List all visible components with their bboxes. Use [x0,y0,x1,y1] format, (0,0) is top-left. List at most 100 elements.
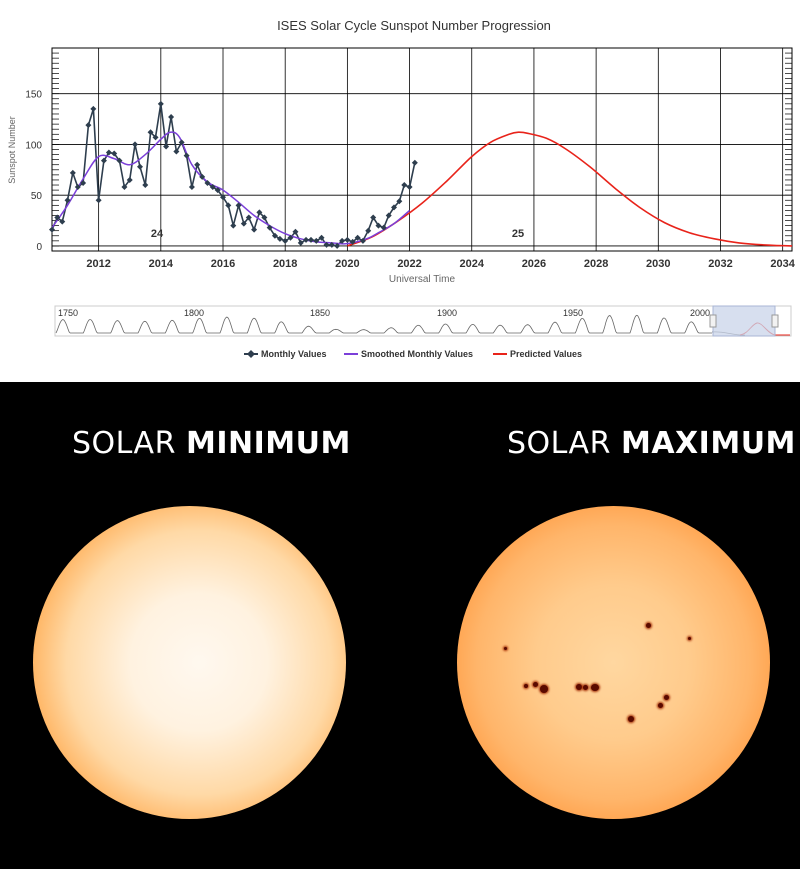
x-axis-label: Universal Time [389,274,456,285]
monthly-point [95,197,102,204]
monthly-point [209,184,216,191]
monthly-point [344,236,351,243]
y-tick-label: 50 [31,191,43,202]
navigator-label: 2000 [690,308,710,318]
legend-label-predicted: Predicted Values [510,349,582,359]
navigator-label: 1800 [184,308,204,318]
monthly-point [225,202,232,209]
monthly-point [282,237,289,244]
navigator-label: 1900 [437,308,457,318]
monthly-point [271,232,278,239]
chart-area: ISES Solar Cycle Sunspot Number Progress… [0,0,800,382]
monthly-point [74,184,81,191]
sunspot [591,684,599,691]
monthly-point [261,214,268,221]
sunspot [576,684,582,690]
x-tick-label: 2014 [149,258,174,270]
monthly-point [111,150,118,157]
legend-label-smoothed: Smoothed Monthly Values [361,349,473,359]
sunspot-chart: ISES Solar Cycle Sunspot Number Progress… [7,18,796,359]
monthly-point [85,122,92,129]
sunspot [524,684,528,688]
sunspot [646,623,651,628]
monthly-point [391,204,398,211]
monthly-point [121,184,128,191]
monthly-point [132,141,139,148]
x-tick-label: 2028 [584,258,608,270]
monthly-point [147,129,154,136]
x-tick-label: 2026 [522,258,546,270]
legend-item-monthly[interactable]: Monthly Values [244,349,327,359]
sunspot [533,682,538,687]
x-tick-label: 2034 [770,258,795,270]
solar-minimum-word2: MINIMUM [185,426,351,461]
monthly-point [297,239,304,246]
monthly-point [354,234,361,241]
sun-maximum-image [457,506,770,819]
legend: Monthly Values Smoothed Monthly Values P… [244,349,582,359]
monthly-point [318,234,325,241]
navigator-labels: 1750 1800 1850 1900 1950 2000 [58,308,710,318]
legend-item-predicted[interactable]: Predicted Values [493,349,582,359]
y-tick-label: 0 [36,242,42,253]
monthly-point [54,214,61,221]
monthly-point [266,224,273,231]
monthly-point [323,241,330,248]
grid [52,48,792,251]
monthly-point [199,173,206,180]
monthly-point [380,224,387,231]
monthly-point [411,159,418,166]
y-tick-label: 100 [25,140,42,151]
monthly-point [406,184,413,191]
monthly-point [64,197,71,204]
navigator-selection[interactable] [712,305,776,337]
monthly-point [188,184,195,191]
navigator-left-handle[interactable] [709,314,717,328]
monthly-point [49,226,55,233]
series-layer [49,100,793,249]
x-tick-label: 2032 [708,258,732,270]
cycle-label-24: 24 [151,228,164,240]
monthly-point [401,182,408,189]
y-tick-label: 150 [25,90,42,101]
monthly-point [90,105,97,112]
minor-ticks [52,52,792,247]
monthly-point [59,218,66,225]
monthly-point [240,220,247,227]
monthly-point [313,237,320,244]
x-tick-label: 2016 [211,258,235,270]
navigator-frame[interactable] [54,305,792,337]
navigator-right-handle[interactable] [771,314,779,328]
sunspot [583,685,588,690]
y-axis-label: Sunspot Number [7,116,17,184]
monthly-point [152,134,159,141]
monthly-point [308,236,314,243]
monthly-point [220,194,227,201]
x-tick-label: 2012 [86,258,110,270]
monthly-point [116,157,123,164]
navigator-label: 1850 [310,308,330,318]
monthly-point [256,209,263,216]
monthly-point [100,157,107,164]
monthly-point [183,152,190,159]
monthly-point [173,148,180,155]
plot-frame [51,47,793,252]
x-tick-label: 2018 [273,258,297,270]
navigator-history-line [55,314,712,334]
monthly-point [168,114,175,121]
cycle-label-25: 25 [512,228,524,240]
monthly-point [126,176,133,183]
solar-minimum-word1: SOLAR [72,426,176,461]
chart-title: ISES Solar Cycle Sunspot Number Progress… [277,18,551,33]
monthly-point [334,242,341,249]
sunspot [628,716,634,722]
y-tick-labels: 0 50 100 150 [25,90,42,253]
monthly-point [163,143,170,150]
legend-item-smoothed[interactable]: Smoothed Monthly Values [344,349,473,359]
sunspot [664,695,669,700]
x-tick-labels: 2012 2014 2016 2018 2020 2022 2024 2026 2028 2030… [86,258,795,270]
navigator-label: 1750 [58,308,78,318]
x-tick-label: 2020 [335,258,359,270]
sunspot [658,703,663,708]
monthly-point [157,100,164,107]
